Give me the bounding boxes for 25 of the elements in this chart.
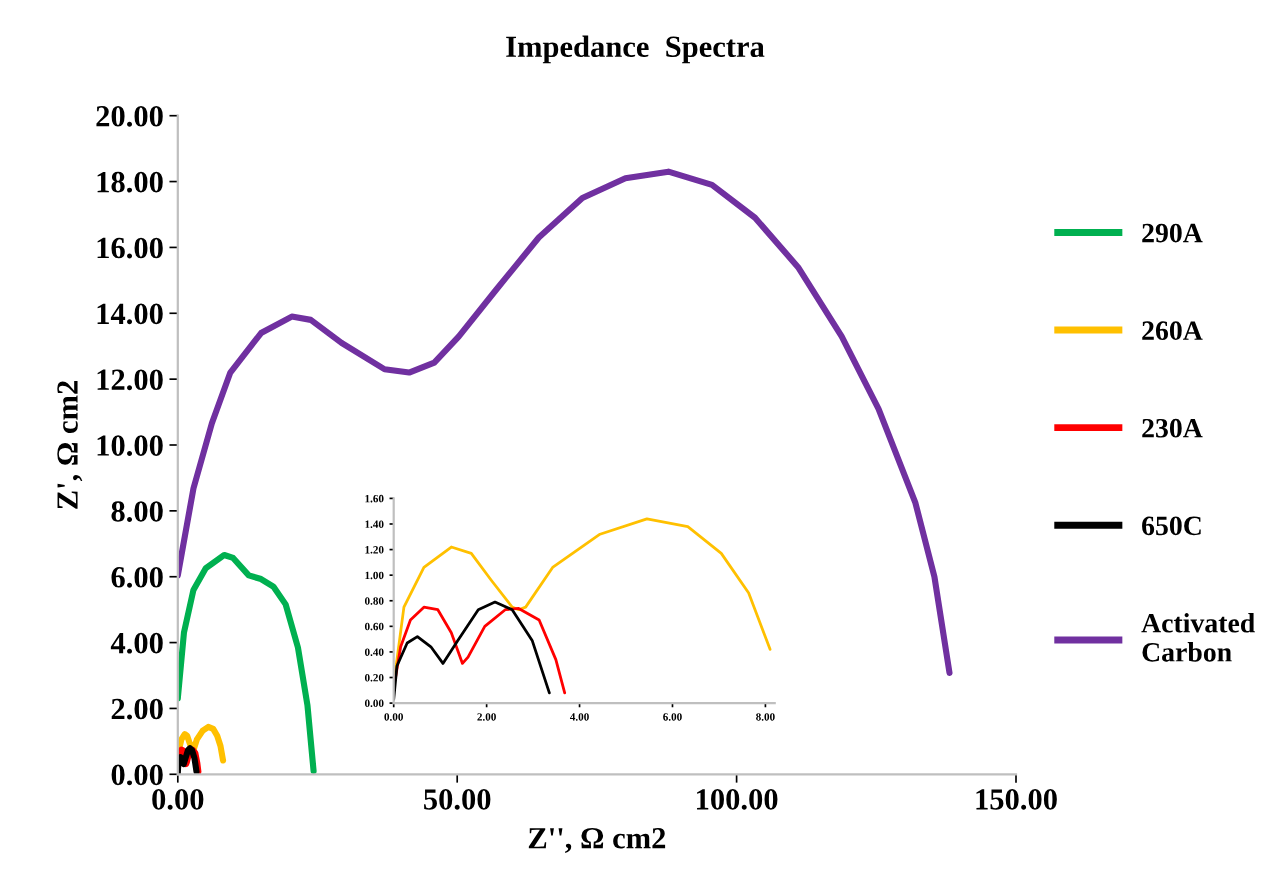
line-series bbox=[177, 168, 953, 676]
x-tick-label: 100.00 bbox=[697, 789, 778, 810]
line-series bbox=[177, 551, 317, 775]
x-tick-label: 50.00 bbox=[424, 789, 491, 810]
y-tick-label: 10.00 bbox=[97, 435, 163, 457]
y-tick-label: 18.00 bbox=[97, 171, 163, 193]
legend-label: 290A bbox=[1142, 223, 1203, 243]
y-tick-label: 6.00 bbox=[111, 567, 163, 588]
y-tick-label: 20.00 bbox=[96, 105, 163, 127]
y-tick-label: 16.00 bbox=[97, 237, 163, 259]
y-tick-label: 4.00 bbox=[110, 632, 163, 654]
x-tick-label: 150.00 bbox=[976, 789, 1057, 810]
line-series bbox=[393, 605, 567, 695]
y-axis-title: Z', Ω cm2 bbox=[57, 381, 83, 509]
legend-label: Activated Carbon bbox=[1141, 613, 1255, 662]
legend-label: 230A bbox=[1142, 418, 1203, 438]
y-tick-label: 8.00 bbox=[111, 501, 163, 522]
y-tick-label: 14.00 bbox=[97, 303, 163, 325]
legend-label: 260A bbox=[1142, 321, 1203, 341]
y-tick-label: 12.00 bbox=[97, 369, 163, 391]
x-tick-label: 0.00 bbox=[152, 789, 204, 810]
y-tick-label: 0.00 bbox=[111, 764, 163, 786]
legend-label: 650C bbox=[1142, 516, 1201, 536]
chart-title: Impedance Spectra bbox=[506, 35, 765, 64]
x-axis-title: Z'', Ω cm2 bbox=[528, 827, 666, 853]
